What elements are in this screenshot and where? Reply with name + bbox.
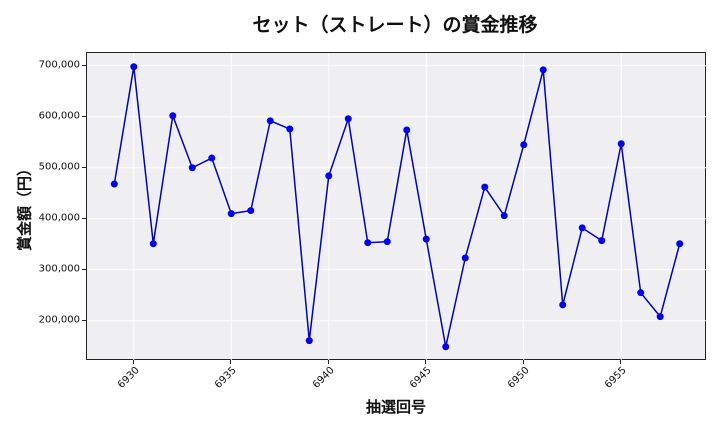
data-point [208,154,216,162]
x-axis-label: 抽選回号 [365,398,426,416]
data-point [500,212,508,220]
data-point [676,240,684,248]
y-tick-label: 400,000 [38,212,80,224]
y-tick-mark [82,64,86,66]
data-point [110,180,118,188]
x-tick-mark [522,360,524,364]
y-axis-label: 賞金額（円） [15,160,34,252]
data-point [383,238,391,246]
x-tick-mark [230,360,232,364]
data-point [617,140,625,148]
data-point [422,235,430,243]
data-point [266,117,274,125]
plot-area [86,52,707,361]
data-point [247,207,255,215]
data-point [481,183,489,191]
x-tick-label: 6950 [505,364,532,391]
y-tick-label: 300,000 [38,263,80,275]
chart-title: セット（ストレート）の賞金推移 [252,14,538,36]
data-point [130,63,138,71]
data-point [344,115,352,123]
x-tick-label: 6945 [408,364,435,391]
data-point [578,224,586,232]
data-point [461,254,469,262]
x-tick-mark [327,360,329,364]
data-point [598,237,606,245]
line-chart [87,53,707,361]
data-point [539,66,547,74]
y-tick-mark [82,115,86,117]
x-tick-label: 6930 [115,364,142,391]
data-point [559,301,567,309]
data-point [442,343,450,351]
x-tick-label: 6955 [603,364,630,391]
data-point [227,210,235,218]
data-point [656,313,664,321]
y-tick-label: 500,000 [38,161,80,173]
y-tick-label: 200,000 [38,314,80,326]
x-tick-mark [425,360,427,364]
y-tick-mark [82,166,86,168]
data-point [286,125,294,133]
y-tick-mark [82,217,86,219]
x-tick-label: 6935 [213,364,240,391]
data-point [637,289,645,297]
x-tick-mark [132,360,134,364]
y-tick-mark [82,319,86,321]
x-tick-mark [620,360,622,364]
data-point [149,240,157,248]
y-tick-label: 600,000 [38,110,80,122]
x-tick-label: 6940 [310,364,337,391]
data-point [325,172,333,180]
data-point [520,141,528,149]
data-point [403,126,411,134]
data-point [188,164,196,172]
data-point [305,337,313,345]
data-point [364,239,372,247]
y-tick-label: 700,000 [38,59,80,71]
data-line [113,66,681,347]
data-point [169,112,177,120]
y-tick-mark [82,268,86,270]
